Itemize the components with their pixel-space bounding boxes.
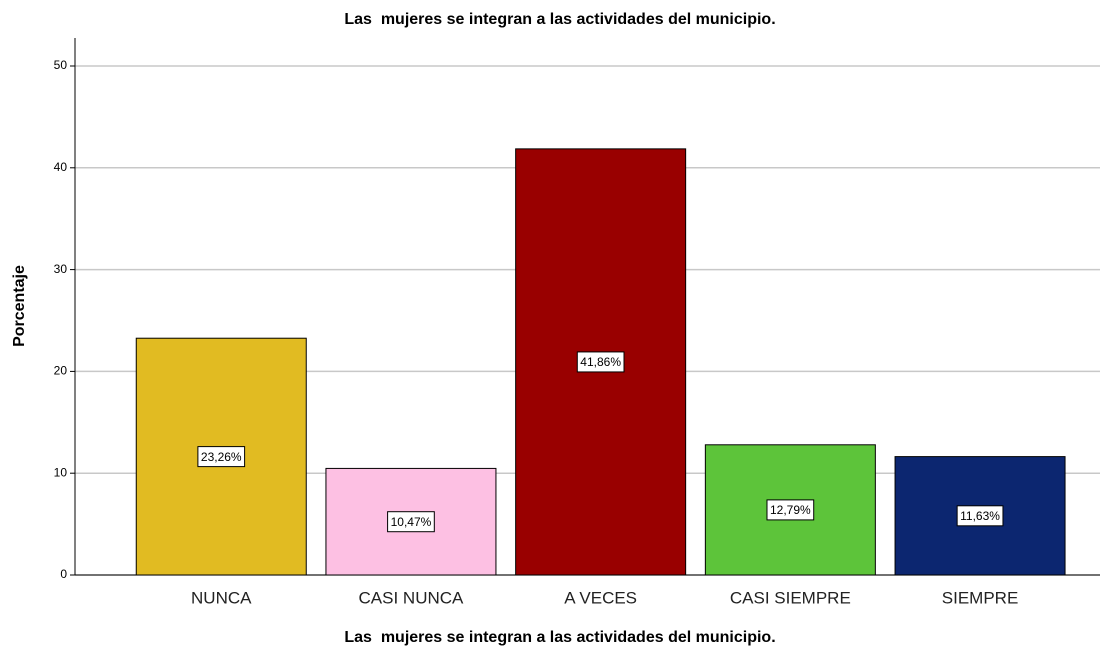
value-label: 12,79% <box>770 503 811 517</box>
value-label: 41,86% <box>580 355 621 369</box>
y-tick-label: 20 <box>54 364 68 378</box>
value-label-box <box>387 511 435 533</box>
value-label-box <box>766 499 815 521</box>
chart-title: Las mujeres se integran a las actividade… <box>344 11 775 28</box>
x-tick-label: A VECES <box>564 588 637 607</box>
value-label-box <box>956 505 1004 527</box>
y-tick-label: 10 <box>54 465 68 479</box>
value-label-box <box>197 446 246 468</box>
value-label: 10,47% <box>391 515 432 529</box>
y-tick-label: 0 <box>60 567 67 581</box>
x-tick-label: CASI NUNCA <box>359 588 465 607</box>
value-label-box <box>576 351 625 373</box>
value-label: 23,26% <box>201 450 242 464</box>
y-tick-label: 50 <box>54 58 68 72</box>
y-axis-title: Porcentaje <box>11 265 28 347</box>
y-tick-label: 30 <box>54 262 68 276</box>
y-tick-label: 40 <box>54 160 68 174</box>
x-tick-label: CASI SIEMPRE <box>730 588 851 607</box>
x-axis-title: Las mujeres se integran a las actividade… <box>344 629 775 646</box>
value-label: 11,63% <box>960 509 1000 523</box>
x-tick-label: NUNCA <box>191 588 252 607</box>
x-tick-label: SIEMPRE <box>942 588 1019 607</box>
